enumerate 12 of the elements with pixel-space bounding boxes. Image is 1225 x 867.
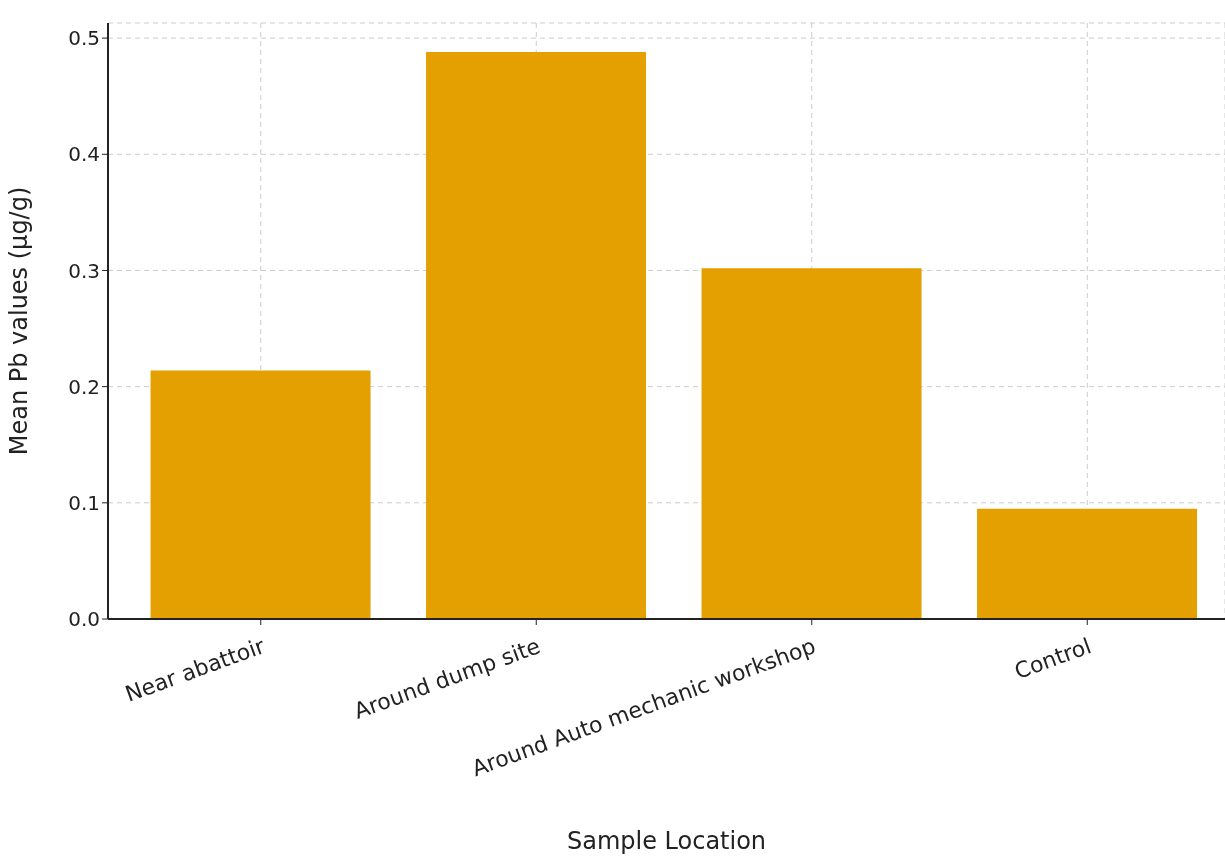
y-axis-title: Mean Pb values (μg/g) [4,186,33,456]
y-tick-label: 0.1 [68,490,100,515]
bar [426,52,647,619]
y-tick-label: 0.5 [68,26,100,51]
y-tick-label: 0.4 [68,142,100,167]
x-axis-title: Sample Location [566,827,767,855]
y-tick-label: 0.2 [68,374,100,399]
y-tick-label: 0.3 [68,258,100,283]
bar [150,370,371,619]
bar [977,508,1198,619]
bar [701,268,922,619]
y-tick-label: 0.0 [68,607,100,632]
